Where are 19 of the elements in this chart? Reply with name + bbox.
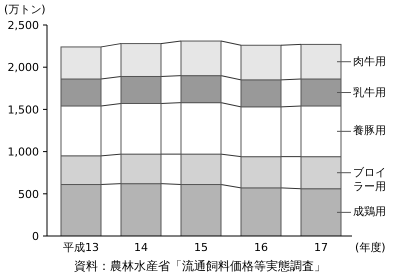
y-tick-label: 0 [32, 230, 39, 243]
legend-label: ブロイラー用 [353, 166, 387, 194]
y-tick-label: 2,500 [8, 19, 39, 32]
x-tick-label: 14 [134, 241, 148, 254]
x-tick-label: 16 [254, 241, 268, 254]
legend-label: 成鶏用 [353, 205, 386, 220]
y-tick-label: 2,000 [8, 61, 39, 74]
x-tick-label: 17 [314, 241, 328, 254]
y-axis-title: (万トン) [4, 3, 46, 16]
x-tick-label: 平成13 [63, 241, 99, 254]
y-tick-label: 1,500 [8, 103, 39, 116]
legend-label: 肉牛用 [353, 54, 386, 69]
y-tick-label: 500 [18, 188, 39, 201]
text: 資料：農林水産省「流通飼料価格等実態調査」 [74, 259, 326, 273]
legend-label: 乳牛用 [353, 86, 386, 100]
y-tick-label: 1,000 [8, 146, 39, 159]
x-axis-title: (年度) [355, 241, 386, 254]
x-tick-label: 15 [194, 241, 208, 254]
legend-label: 養豚用 [353, 124, 386, 138]
